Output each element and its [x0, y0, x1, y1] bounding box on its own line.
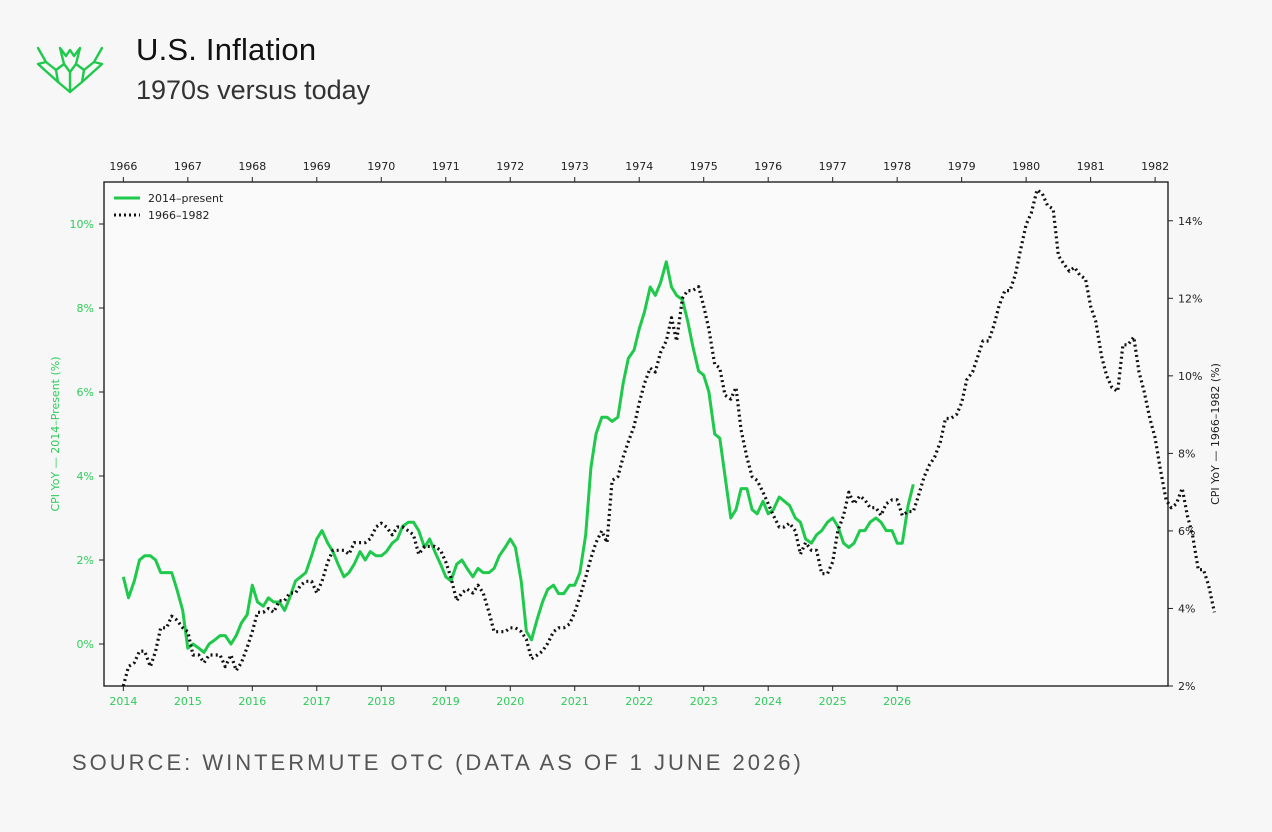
y-left-tick-label: 10%: [70, 218, 94, 231]
x-bottom-tick-label: 2017: [303, 695, 331, 708]
y-right-tick-label: 6%: [1178, 525, 1195, 538]
y-left-tick-label: 8%: [77, 302, 94, 315]
x-top-tick-label: 1974: [625, 160, 653, 173]
y-right-tick-label: 8%: [1178, 447, 1195, 460]
y-left-tick-label: 6%: [77, 386, 94, 399]
x-top-tick-label: 1981: [1077, 160, 1105, 173]
x-bottom-tick-label: 2023: [690, 695, 718, 708]
y-right-tick-label: 14%: [1178, 215, 1202, 228]
legend-label-2014-present: 2014–present: [148, 192, 224, 205]
x-top-tick-label: 1975: [690, 160, 718, 173]
x-top-tick-label: 1970: [367, 160, 395, 173]
x-top-tick-label: 1977: [819, 160, 847, 173]
y-left-tick-label: 4%: [77, 470, 94, 483]
x-top-tick-label: 1968: [238, 160, 266, 173]
y-right-tick-label: 10%: [1178, 370, 1202, 383]
x-bottom-tick-label: 2019: [432, 695, 460, 708]
y-left-tick-label: 2%: [77, 554, 94, 567]
page-title: U.S. Inflation: [136, 32, 317, 67]
x-bottom-tick-label: 2015: [174, 695, 202, 708]
x-bottom-tick-label: 2026: [883, 695, 911, 708]
legend-label-1966-1982: 1966–1982: [148, 209, 210, 222]
x-top-tick-label: 1972: [496, 160, 524, 173]
x-top-tick-label: 1971: [432, 160, 460, 173]
inflation-chart: 2014 2015 2016 2017 2018 2019 2020 2021 2022 2023…: [49, 160, 1222, 708]
x-bottom-tick-label: 2020: [496, 695, 524, 708]
series-line-2014-present: [121, 260, 915, 654]
x-bottom-tick-label: 2014: [109, 695, 137, 708]
x-bottom-tick-label: 2022: [625, 695, 653, 708]
x-top-tick-label: 1980: [1012, 160, 1040, 173]
y-right-tick-label: 12%: [1178, 292, 1202, 305]
x-bottom-tick-label: 2021: [561, 695, 589, 708]
x-top-tick-label: 1982: [1141, 160, 1169, 173]
x-bottom-tick-label: 2025: [819, 695, 847, 708]
x-top-tick-label: 1967: [174, 160, 202, 173]
legend: 2014–present 1966–1982: [114, 192, 224, 222]
x-top-tick-label: 1978: [883, 160, 911, 173]
left-axis-label: CPI YoY — 2014–Present (%): [49, 356, 62, 511]
right-axis-label: CPI YoY — 1966–1982 (%): [1209, 363, 1222, 505]
y-right-tick-label: 2%: [1178, 680, 1195, 693]
header: U.S. Inflation 1970s versus today: [36, 30, 370, 108]
x-top-tick-label: 1973: [561, 160, 589, 173]
x-top-tick-label: 1979: [948, 160, 976, 173]
page-subtitle: 1970s versus today: [136, 75, 371, 105]
y-left-tick-label: 0%: [77, 638, 94, 651]
x-top-tick-label: 1966: [109, 160, 137, 173]
x-bottom-tick-label: 2018: [367, 695, 395, 708]
x-top-tick-label: 1976: [754, 160, 782, 173]
wintermute-logo-icon: [36, 46, 104, 94]
y-right-tick-label: 4%: [1178, 602, 1195, 615]
x-bottom-tick-label: 2024: [754, 695, 782, 708]
x-bottom-tick-label: 2016: [238, 695, 266, 708]
source-note: SOURCE: WINTERMUTE OTC (DATA AS OF 1 JUN…: [72, 750, 804, 775]
x-top-tick-label: 1969: [303, 160, 331, 173]
